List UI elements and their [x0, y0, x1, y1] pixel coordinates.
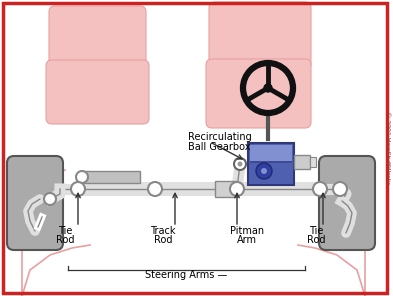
Circle shape — [148, 182, 162, 196]
Text: Ball Gearbox: Ball Gearbox — [188, 142, 250, 152]
Text: Rod: Rod — [307, 235, 325, 245]
Text: Pitman: Pitman — [230, 226, 264, 236]
Text: © 2001 HowStuffWorks: © 2001 HowStuffWorks — [384, 111, 389, 185]
Text: Tie: Tie — [309, 226, 323, 236]
Circle shape — [313, 182, 327, 196]
Bar — [250, 161, 292, 163]
Bar — [215, 181, 237, 197]
FancyBboxPatch shape — [209, 2, 311, 70]
Text: Track: Track — [150, 226, 176, 236]
Circle shape — [44, 193, 56, 205]
Text: Recirculating: Recirculating — [188, 132, 252, 142]
Circle shape — [333, 182, 347, 196]
Circle shape — [261, 168, 267, 174]
Circle shape — [237, 162, 242, 166]
Circle shape — [256, 163, 272, 179]
Bar — [250, 145, 292, 161]
Circle shape — [230, 182, 244, 196]
Text: Rod: Rod — [56, 235, 74, 245]
FancyBboxPatch shape — [319, 156, 375, 250]
Circle shape — [71, 182, 85, 196]
FancyBboxPatch shape — [7, 156, 63, 250]
Circle shape — [234, 158, 246, 170]
FancyBboxPatch shape — [49, 6, 146, 70]
Text: Tie: Tie — [58, 226, 72, 236]
Bar — [310, 157, 316, 167]
Circle shape — [264, 84, 272, 92]
Bar — [294, 155, 310, 169]
FancyBboxPatch shape — [206, 59, 311, 128]
Bar — [248, 143, 294, 185]
Text: Rod: Rod — [154, 235, 172, 245]
FancyBboxPatch shape — [46, 60, 149, 124]
Circle shape — [76, 171, 88, 183]
Text: Arm: Arm — [237, 235, 257, 245]
Bar — [82, 171, 140, 183]
Text: Steering Arms —: Steering Arms — — [145, 270, 227, 280]
